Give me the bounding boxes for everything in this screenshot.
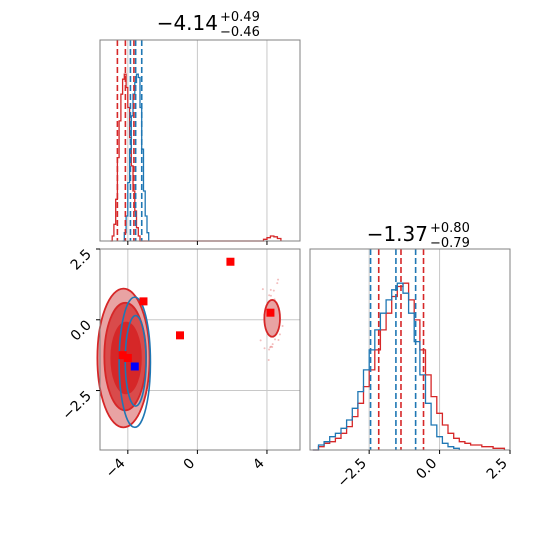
joint-red-sample — [267, 359, 270, 362]
joint-red-sample — [263, 347, 266, 350]
joint-red-sample — [281, 325, 284, 328]
marginal-2-title-upper-error: +0.80 — [430, 221, 470, 236]
marginal-2-x-tick-label: −2.5 — [335, 456, 370, 491]
marginal-1-frame — [99, 39, 301, 242]
joint-red-marker — [123, 353, 132, 362]
joint-frame — [99, 248, 301, 451]
joint-red-sample — [272, 289, 275, 292]
joint-red-sample — [271, 345, 274, 348]
joint-red-marker — [266, 308, 275, 317]
marginal-1-title-value: −4.14 — [157, 11, 218, 35]
joint-red-sample — [271, 343, 274, 346]
joint-x-tick-label: −4 — [103, 455, 129, 481]
joint-y-tick-label: 2.5 — [68, 247, 95, 274]
joint-red-sample — [270, 345, 273, 348]
marginal-1-blue-histogram — [122, 73, 150, 242]
joint-red-marker — [176, 331, 184, 340]
marginal-1-title-upper-error: +0.49 — [220, 10, 260, 25]
marginal-2-x-tick-label: 0.0 — [413, 456, 440, 483]
joint-red-sample — [274, 338, 277, 341]
joint-blue-contour — [118, 296, 152, 429]
joint-red-sample — [268, 348, 271, 351]
joint-red-sample — [259, 339, 262, 342]
joint-red-sample — [268, 294, 271, 297]
joint-y-tick-label: 0.0 — [68, 317, 95, 344]
marginal-1-title: −4.14 +0.49−0.46 — [157, 10, 260, 40]
joint-red-sample — [261, 288, 264, 291]
marginal-1-title-lower-error: −0.46 — [220, 25, 260, 40]
joint-red-marker — [139, 297, 148, 306]
marginal-2-x-tick-label: 2.5 — [484, 456, 511, 483]
joint-x-tick-label: 0 — [181, 456, 199, 474]
joint-red-sample — [276, 282, 279, 285]
joint-red-marker — [118, 351, 127, 360]
marginal-2-title: −1.37 +0.80−0.79 — [367, 221, 470, 251]
marginal-2-title-lower-error: −0.79 — [430, 236, 470, 251]
marginal-1-red-histogram — [110, 73, 282, 242]
joint-blue-marker — [130, 362, 139, 371]
marginal-2-blue-histogram — [312, 282, 460, 451]
joint-red-sample — [277, 278, 280, 281]
joint-red-sample — [277, 338, 280, 341]
joint-red-sample — [269, 294, 272, 297]
marginal-2-frame — [309, 248, 511, 451]
marginal-2-title-value: −1.37 — [367, 222, 428, 246]
joint-red-marker — [226, 257, 235, 266]
joint-red-secondary-contour — [263, 299, 281, 338]
joint-y-tick-label: −2.5 — [59, 388, 94, 423]
joint-x-tick-label: 4 — [250, 455, 268, 473]
joint-red-sample — [269, 346, 272, 349]
joint-red-sample — [278, 333, 281, 336]
joint-red-sample — [269, 288, 272, 291]
marginal-2-red-histogram — [312, 282, 506, 451]
